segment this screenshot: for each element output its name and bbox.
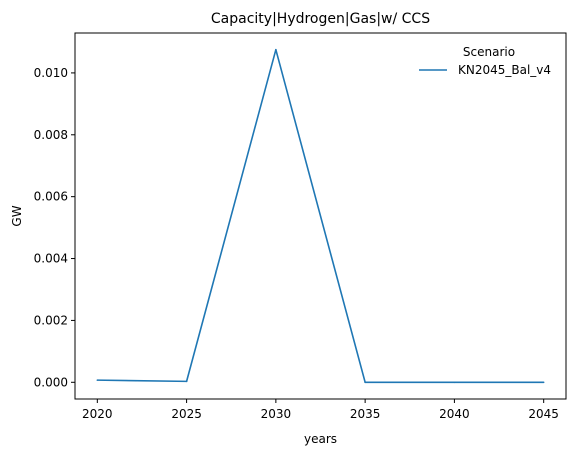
series-line (97, 48, 544, 384)
chart-title: Capacity|Hydrogen|Gas|w/ CCS (211, 11, 430, 27)
data-point (542, 381, 545, 384)
y-tick-label: 0.002 (34, 313, 68, 327)
data-point (185, 380, 188, 383)
y-tick-label: 0.004 (34, 252, 68, 266)
x-tick-label: 2030 (261, 407, 292, 421)
x-tick-label: 2020 (82, 407, 113, 421)
plot-frame (74, 32, 567, 400)
y-tick-label: 0.008 (34, 128, 68, 142)
x-tick-label: 2045 (528, 407, 559, 421)
x-axis-label: years (304, 432, 337, 446)
legend-title: Scenario (463, 45, 515, 59)
data-point (453, 381, 456, 384)
data-point (364, 381, 366, 384)
y-tick-label: 0.006 (34, 190, 68, 204)
legend-entry: KN2045_Bal_v4 (458, 63, 551, 77)
data-point (96, 379, 99, 381)
y-tick-label: 0.000 (34, 375, 68, 389)
data-point (275, 48, 277, 51)
y-tick-label: 0.010 (34, 66, 68, 80)
x-tick-label: 2040 (439, 407, 470, 421)
x-tick-label: 2035 (350, 407, 381, 421)
x-tick-label: 2025 (171, 407, 202, 421)
y-axis-label: GW (10, 205, 24, 226)
